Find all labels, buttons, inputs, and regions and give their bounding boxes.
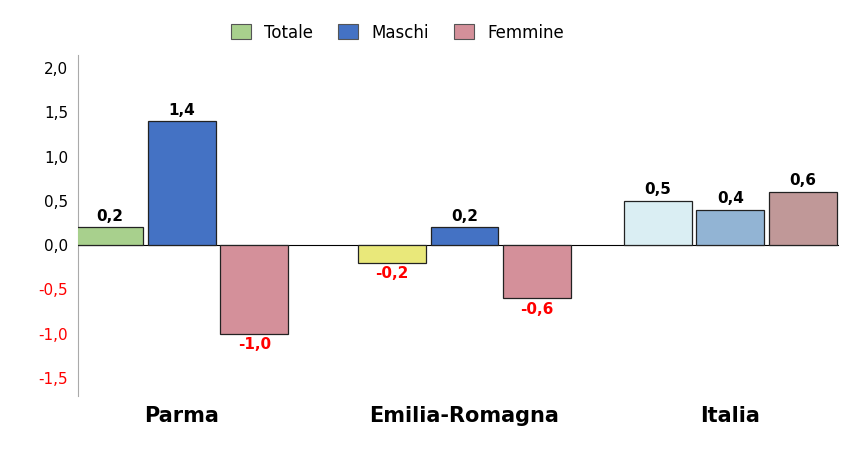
Bar (769, 192, 836, 245)
Text: 1,4: 1,4 (169, 102, 195, 117)
Bar (75, 228, 143, 245)
Text: -0,2: -0,2 (375, 267, 408, 282)
Text: 0,2: 0,2 (451, 209, 478, 224)
Bar (696, 210, 764, 245)
Text: 0,6: 0,6 (789, 173, 817, 188)
Bar (624, 201, 692, 245)
Text: -1,0: -1,0 (238, 337, 271, 352)
Bar (358, 245, 426, 263)
Text: 0,2: 0,2 (96, 209, 123, 224)
Bar (148, 121, 215, 245)
Text: -0,6: -0,6 (521, 302, 554, 317)
Text: 0,5: 0,5 (644, 182, 671, 197)
Legend: Totale, Maschi, Femmine: Totale, Maschi, Femmine (226, 19, 569, 46)
Bar (431, 228, 498, 245)
Bar (503, 245, 571, 298)
Text: 0,4: 0,4 (717, 191, 744, 206)
Bar (221, 245, 288, 334)
